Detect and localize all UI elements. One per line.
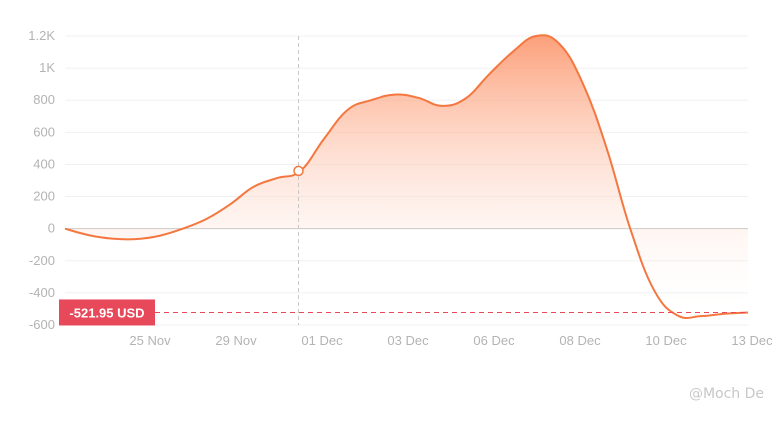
y-tick-label: 400 [33, 156, 55, 171]
x-tick-label: 29 Nov [215, 333, 257, 348]
y-tick-label: -400 [29, 285, 55, 300]
x-tick-label: 10 Dec [645, 333, 687, 348]
y-tick-label: -600 [29, 317, 55, 332]
x-tick-label: 01 Dec [301, 333, 343, 348]
x-tick-label: 13 Dec [731, 333, 772, 348]
x-tick-label: 25 Nov [129, 333, 171, 348]
current-value-label: -521.95 USD [69, 305, 144, 320]
y-tick-label: 1.2K [28, 28, 55, 43]
series-line [64, 34, 749, 320]
y-tick-label: 800 [33, 92, 55, 107]
x-tick-label: 06 Dec [473, 333, 515, 348]
y-tick-label: 200 [33, 189, 55, 204]
y-tick-label: -200 [29, 253, 55, 268]
y-tick-label: 600 [33, 124, 55, 139]
watermark: @Moch De [688, 386, 764, 402]
y-tick-label: 0 [48, 221, 55, 236]
x-tick-label: 08 Dec [559, 333, 601, 348]
crosshair-point[interactable] [293, 165, 304, 177]
area-fill [65, 35, 748, 319]
current-value-badge [59, 299, 155, 326]
y-tick-label: 1K [39, 60, 55, 75]
x-tick-label: 03 Dec [387, 333, 429, 348]
